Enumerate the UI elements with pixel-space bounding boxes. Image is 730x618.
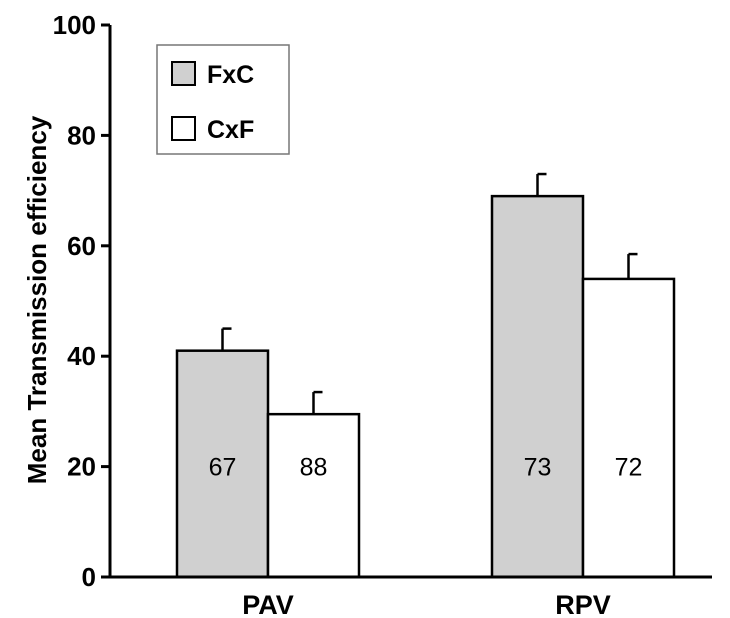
y-tick-label-100: 100 bbox=[53, 10, 96, 40]
bar-count-label-fxc-rpv: 73 bbox=[524, 454, 552, 482]
x-category-label-pav: PAV bbox=[242, 590, 294, 618]
x-category-label-rpv: RPV bbox=[555, 590, 611, 618]
legend-swatch-cxf bbox=[171, 116, 196, 141]
y-tick-label-60: 60 bbox=[67, 231, 96, 261]
y-axis-ticks: 0 20 40 60 80 100 bbox=[53, 10, 110, 592]
bar-count-label-cxf-rpv: 72 bbox=[615, 454, 643, 482]
y-tick-label-0: 0 bbox=[82, 562, 96, 592]
bar-count-label-fxc-pav: 67 bbox=[209, 454, 237, 482]
legend-label-cxf: CxF bbox=[207, 116, 254, 144]
legend: FxC CxF bbox=[156, 44, 290, 155]
bar-cxf-rpv bbox=[581, 277, 676, 579]
y-tick-label-20: 20 bbox=[67, 452, 96, 482]
bar-fxc-rpv bbox=[490, 194, 585, 579]
bar-count-label-cxf-pav: 88 bbox=[300, 454, 328, 482]
y-tick-label-80: 80 bbox=[67, 120, 96, 150]
bar-cxf-pav bbox=[266, 412, 361, 579]
legend-swatch-fxc bbox=[171, 61, 196, 86]
y-tick-label-40: 40 bbox=[67, 341, 96, 371]
bars: 67 88 73 72 bbox=[175, 172, 676, 579]
legend-label-fxc: FxC bbox=[207, 61, 254, 89]
y-axis-label-group: Mean Transmission efficiency bbox=[22, 115, 52, 484]
y-axis-label: Mean Transmission efficiency bbox=[22, 115, 52, 484]
category-labels: PAV RPV bbox=[242, 590, 611, 618]
axes bbox=[108, 25, 712, 579]
